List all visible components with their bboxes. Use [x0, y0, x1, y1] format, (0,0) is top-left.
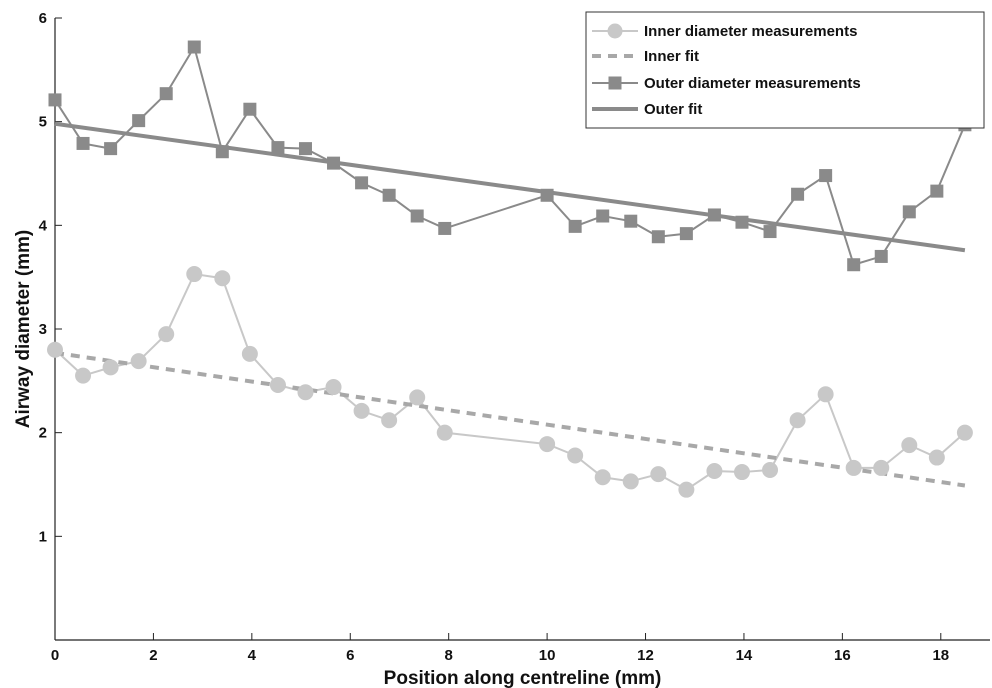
inner-measurement-point [214, 270, 231, 287]
outer-measurement-point [930, 184, 944, 198]
x-tick-label: 6 [346, 647, 354, 664]
legend-box [585, 11, 985, 129]
inner-measurement-point [381, 412, 398, 429]
outer-measurement-point [132, 114, 146, 128]
y-tick-label: 1 [39, 528, 47, 545]
outer-measurement-point [819, 169, 833, 183]
x-tick-label: 10 [539, 647, 556, 664]
x-tick-label: 0 [51, 647, 59, 664]
inner-measurement-point [901, 437, 918, 454]
outer-measurement-point [568, 219, 582, 233]
outer-measurement-point [187, 40, 201, 54]
x-tick-label: 16 [834, 647, 851, 664]
outer-measurement-point [243, 102, 257, 116]
inner-measurement-point [817, 386, 834, 403]
outer-measurement-point [847, 258, 861, 272]
inner-measurement-point [762, 461, 779, 478]
outer-measurement-point [298, 142, 312, 156]
outer-measurement-point [271, 141, 285, 155]
inner-measurement-point [678, 481, 695, 498]
inner-measurement-point [539, 436, 556, 453]
y-tick-label: 2 [39, 425, 47, 442]
legend-label: Outer fit [644, 101, 702, 118]
y-tick-label: 3 [39, 321, 47, 338]
outer-measurement-point [540, 188, 554, 202]
y-axis-title: Airway diameter (mm) [13, 230, 34, 429]
inner-measurement-point [241, 345, 258, 362]
series-layer [47, 40, 973, 498]
outer-measurement-point [382, 188, 396, 202]
x-tick-label: 2 [149, 647, 157, 664]
outer-measurement-point [902, 205, 916, 219]
inner-measurement-point [353, 402, 370, 419]
inner-measurement-point [928, 449, 945, 466]
inner-measurement-point [567, 447, 584, 464]
outer-measurement-point [874, 249, 888, 263]
x-tick-label: 12 [637, 647, 654, 664]
x-axis-title: Position along centreline (mm) [384, 668, 662, 688]
inner-measurement-point [269, 376, 286, 393]
inner-measurement-point [102, 359, 119, 376]
outer-measurement-point [76, 136, 90, 150]
outer-measurement-point [355, 176, 369, 190]
legend-label: Inner diameter measurements [644, 23, 857, 40]
outer-measurement-point [735, 215, 749, 229]
x-tick-label: 18 [932, 647, 949, 664]
outer-measurement-point [104, 142, 118, 156]
x-tick-label: 14 [736, 647, 753, 664]
outer-measurement-point [410, 209, 424, 223]
inner-measurement-point [409, 389, 426, 406]
outer-measurement-point [438, 221, 452, 235]
inner-fit-line [54, 350, 966, 488]
inner-measurement-point [325, 379, 342, 396]
inner-measurement-point [186, 266, 203, 283]
inner-measurements-line [54, 272, 966, 491]
legend-label: Outer diameter measurements [644, 75, 861, 92]
outer-measurement-point [707, 208, 721, 222]
outer-measurement-point [763, 225, 777, 239]
inner-measurement-point [75, 367, 92, 384]
inner-measurement-point [130, 353, 147, 370]
inner-measurement-point [733, 464, 750, 481]
legend-label: Inner fit [644, 48, 699, 65]
outer-measurement-point [791, 187, 805, 201]
inner-measurement-point [789, 412, 806, 429]
legend: Inner diameter measurements Inner fit Oute… [585, 11, 985, 129]
legend-outer-measurements-marker [608, 76, 622, 90]
inner-measurement-point [873, 459, 890, 476]
inner-measurement-point [436, 424, 453, 441]
outer-measurement-point [215, 145, 229, 159]
inner-measurement-point [297, 384, 314, 401]
inner-measurement-point [594, 469, 611, 486]
inner-measurement-point [47, 341, 63, 358]
inner-measurement-point [845, 459, 862, 476]
outer-measurement-point [679, 227, 693, 241]
x-tick-label: 4 [248, 647, 257, 664]
y-tick-label: 4 [39, 217, 48, 234]
legend-inner-measurements-marker [607, 23, 623, 39]
outer-fit-line [54, 121, 966, 253]
inner-measurement-point [706, 463, 723, 480]
y-tick-label: 6 [39, 10, 47, 27]
inner-measurement-point [650, 466, 667, 483]
x-tick-label: 8 [445, 647, 453, 664]
inner-measurement-point [158, 326, 175, 343]
inner-measurement-point [622, 473, 639, 490]
outer-measurement-point [596, 209, 610, 223]
outer-measurement-point [624, 214, 638, 228]
y-tick-label: 5 [39, 114, 47, 131]
outer-measurement-point [159, 87, 173, 101]
outer-measurement-point [651, 230, 665, 244]
inner-measurement-point [956, 424, 973, 441]
outer-measurement-point [48, 93, 62, 107]
outer-measurement-point [327, 156, 341, 170]
